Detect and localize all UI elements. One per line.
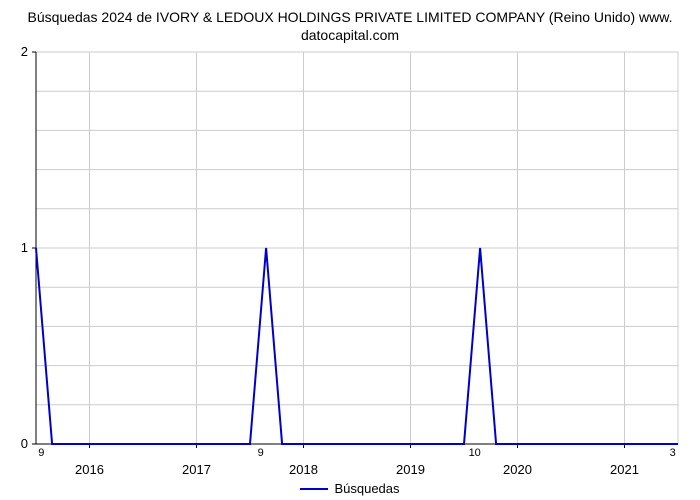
x-axis-tick-label: 2018 <box>289 462 318 477</box>
x-axis-minor-label: 9 <box>258 447 264 459</box>
chart-svg <box>32 48 682 448</box>
x-axis-tick-label: 2019 <box>396 462 425 477</box>
x-axis-minor-label: 3 <box>670 447 676 459</box>
x-axis-tick-label: 2017 <box>182 462 211 477</box>
legend-label: Búsquedas <box>334 481 399 496</box>
legend-line <box>300 488 328 490</box>
x-axis-tick-label: 2020 <box>503 462 532 477</box>
x-axis-minor-label: 10 <box>469 447 481 459</box>
x-axis-minor-label: 9 <box>38 447 44 459</box>
legend: Búsquedas <box>0 480 700 496</box>
y-axis-tick-label: 0 <box>8 436 28 451</box>
y-axis-tick-label: 2 <box>8 44 28 59</box>
x-axis-tick-label: 2016 <box>75 462 104 477</box>
x-axis-tick-label: 2021 <box>610 462 639 477</box>
chart-title-line2: datocapital.com <box>301 27 399 43</box>
chart-title: Búsquedas 2024 de IVORY & LEDOUX HOLDING… <box>0 8 700 44</box>
chart-container: Búsquedas 2024 de IVORY & LEDOUX HOLDING… <box>0 0 700 500</box>
y-axis-tick-label: 1 <box>8 240 28 255</box>
plot-area <box>32 48 682 448</box>
chart-title-line1: Búsquedas 2024 de IVORY & LEDOUX HOLDING… <box>27 9 672 25</box>
